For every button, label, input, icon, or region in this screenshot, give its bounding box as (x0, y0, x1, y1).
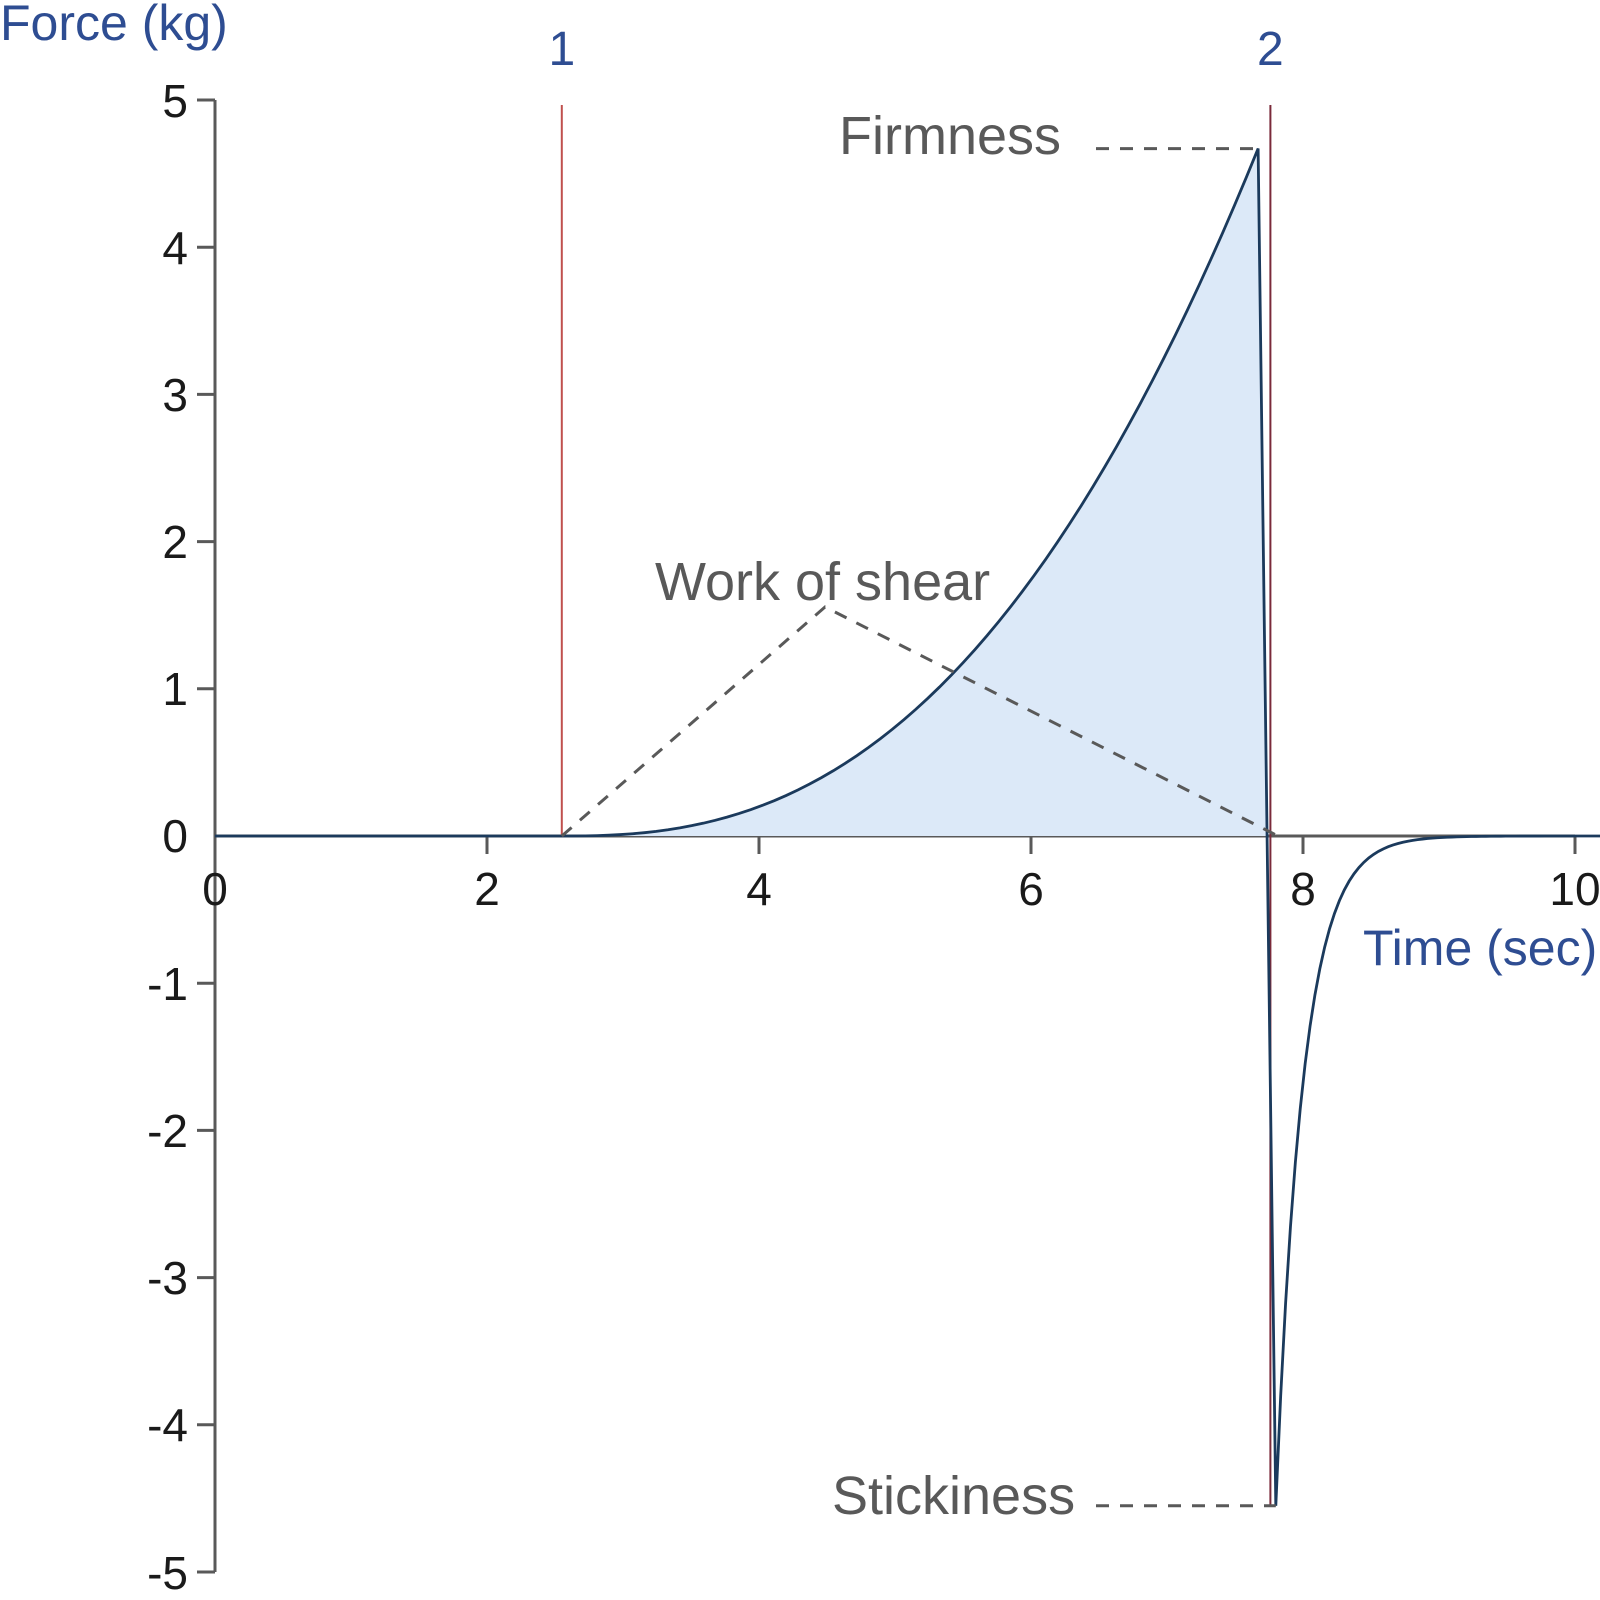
svg-text:Force (kg): Force (kg) (0, 0, 228, 51)
svg-text:5: 5 (162, 75, 188, 127)
svg-text:10: 10 (1549, 863, 1600, 915)
svg-text:2: 2 (162, 516, 188, 568)
svg-text:Time (sec): Time (sec) (1363, 920, 1597, 976)
svg-text:-1: -1 (147, 958, 188, 1010)
svg-text:0: 0 (162, 810, 188, 862)
svg-text:-4: -4 (147, 1399, 188, 1451)
svg-text:0: 0 (202, 863, 228, 915)
svg-text:-2: -2 (147, 1105, 188, 1157)
svg-text:Stickiness: Stickiness (832, 1466, 1075, 1526)
svg-text:Work of shear: Work of shear (655, 552, 990, 612)
svg-text:4: 4 (162, 222, 188, 274)
svg-text:8: 8 (1290, 863, 1316, 915)
svg-text:-5: -5 (147, 1547, 188, 1599)
svg-text:1: 1 (162, 663, 188, 715)
svg-text:Firmness: Firmness (839, 106, 1061, 166)
svg-text:3: 3 (162, 369, 188, 421)
svg-text:4: 4 (746, 863, 772, 915)
svg-text:1: 1 (548, 23, 575, 76)
svg-text:-3: -3 (147, 1252, 188, 1304)
svg-text:2: 2 (1257, 23, 1284, 76)
svg-text:2: 2 (474, 863, 500, 915)
svg-text:6: 6 (1018, 863, 1044, 915)
